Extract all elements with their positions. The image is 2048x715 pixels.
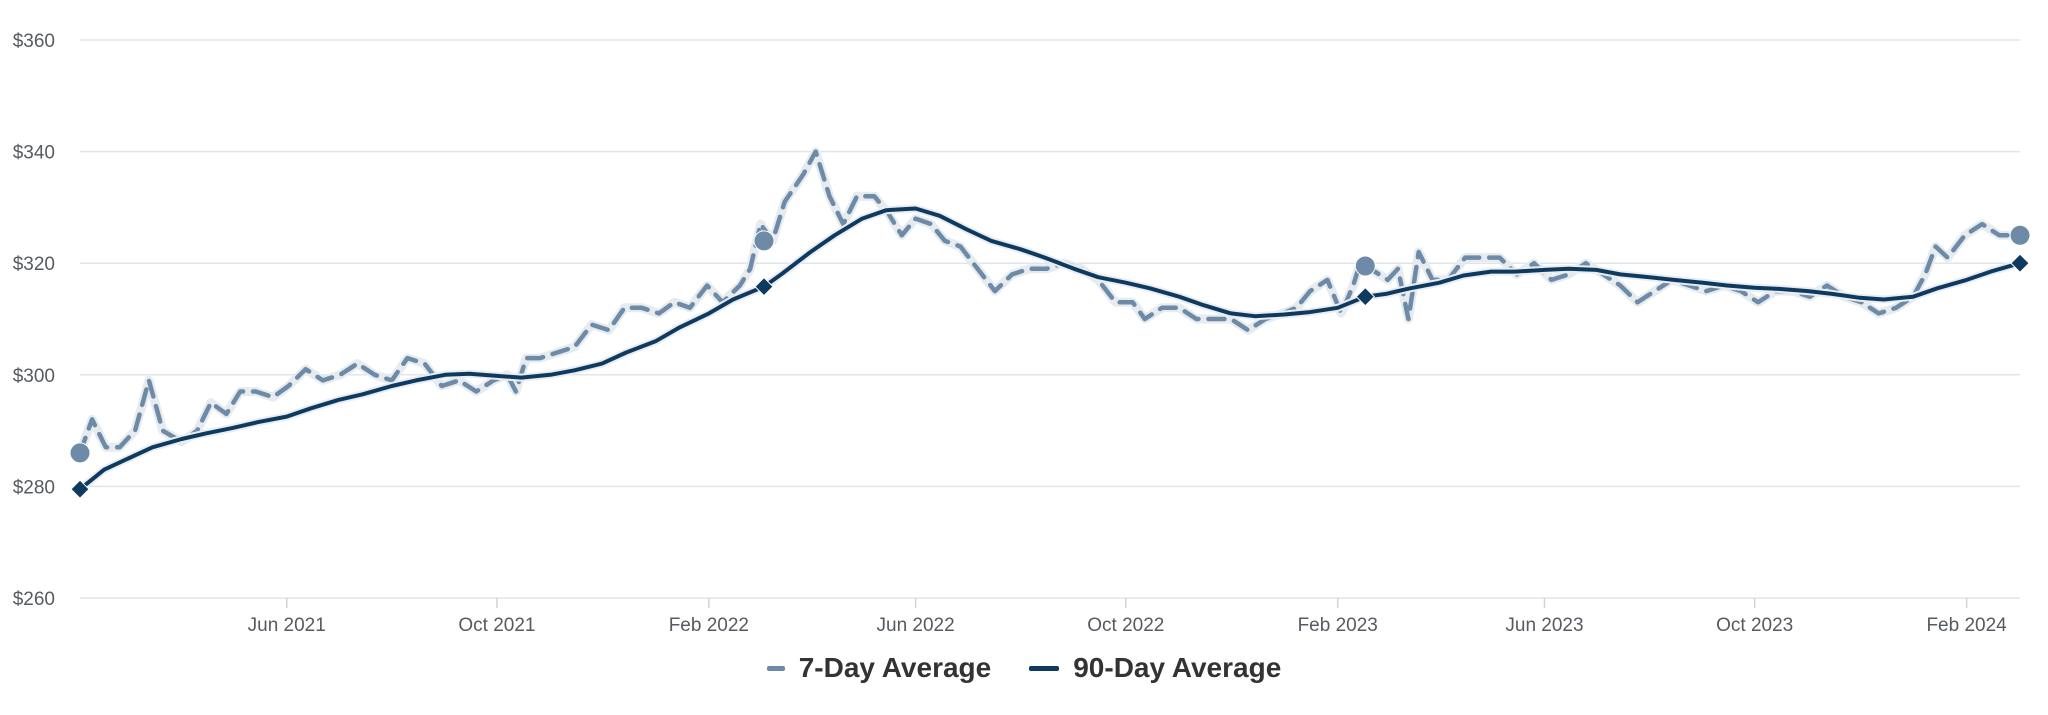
x-tick-label: Jun 2023 [1505, 615, 1583, 636]
x-tick-label: Jun 2021 [248, 615, 326, 636]
series-lines [75, 147, 2023, 493]
marker-7-day[interactable] [1354, 255, 1376, 277]
legend-label-90-day: 90-Day Average [1073, 652, 1282, 683]
y-tick-label: $300 [13, 366, 55, 387]
line-chart: $260 $280 $300 $320 $340 $360 Jun 2021 Oct 202… [13, 31, 2031, 636]
x-tick-label: Oct 2023 [1716, 615, 1793, 636]
series-90-day-halo [77, 204, 2022, 493]
y-tick-label: $260 [13, 589, 55, 610]
marker-90-day[interactable] [2010, 253, 2030, 273]
series-7-day-halo [75, 147, 2020, 455]
marker-7-day[interactable] [753, 230, 775, 252]
dash-line-icon [766, 665, 785, 671]
y-axis-ticks: $260 $280 $300 $320 $340 $360 [13, 31, 55, 610]
x-tick-label: Feb 2023 [1298, 615, 1378, 636]
series-7-day-line [77, 149, 2023, 456]
marker-90-day[interactable] [70, 479, 90, 499]
legend-label-7-day: 7-Day Average [798, 652, 992, 683]
legend-item-7-day[interactable]: 7-Day Average [766, 652, 992, 684]
legend: 7-Day Average 90-Day Average [0, 652, 2048, 684]
legend-item-90-day[interactable]: 90-Day Average [1029, 652, 1281, 684]
series-90-day-line [78, 206, 2022, 492]
solid-line-icon [1029, 665, 1060, 671]
series-markers [69, 224, 2031, 499]
x-axis-ticks: Jun 2021 Oct 2021 Feb 2022 Jun 2022 Oct 2022… [248, 598, 2007, 636]
y-tick-label: $280 [13, 477, 55, 498]
x-tick-label: Feb 2022 [669, 615, 749, 636]
x-tick-label: Feb 2024 [1926, 615, 2007, 636]
x-tick-label: Jun 2022 [877, 615, 955, 636]
marker-7-day[interactable] [2009, 224, 2031, 246]
x-tick-label: Oct 2021 [458, 615, 535, 636]
y-tick-label: $320 [13, 254, 55, 275]
y-tick-label: $360 [13, 31, 55, 52]
x-tick-label: Oct 2022 [1087, 615, 1164, 636]
marker-90-day[interactable] [1355, 286, 1376, 307]
grid-lines [80, 39, 2020, 599]
y-tick-label: $340 [13, 143, 55, 164]
marker-90-day[interactable] [754, 276, 774, 297]
marker-7-day[interactable] [69, 442, 91, 464]
